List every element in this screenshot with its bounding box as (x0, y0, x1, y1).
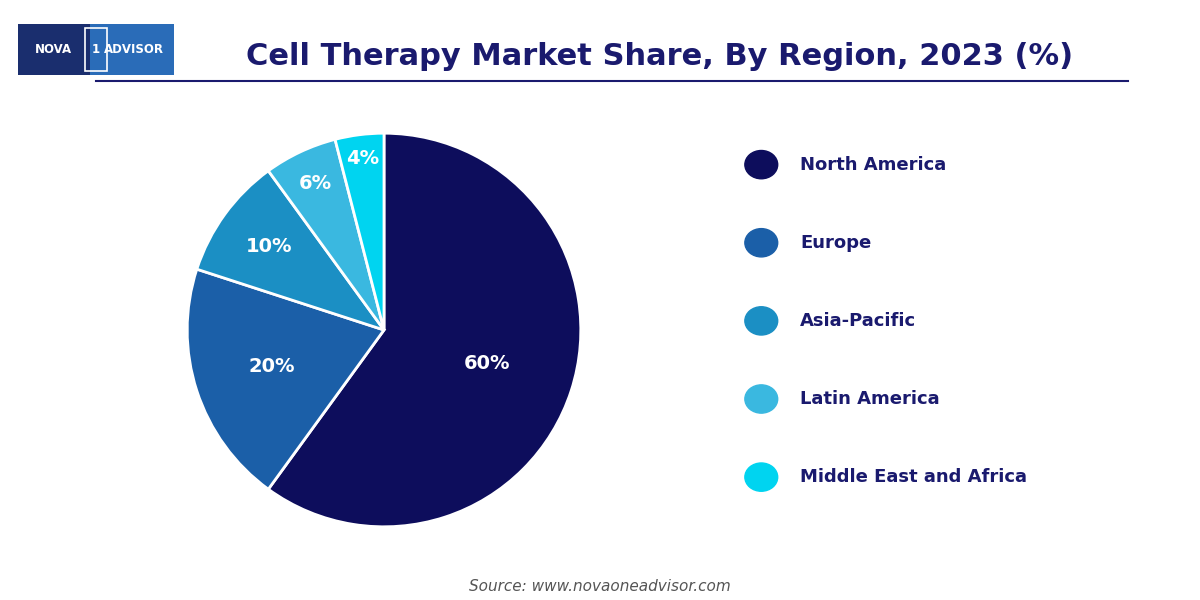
Circle shape (745, 151, 778, 179)
Text: 4%: 4% (346, 149, 379, 167)
Circle shape (745, 307, 778, 335)
Circle shape (745, 229, 778, 257)
Wedge shape (197, 171, 384, 330)
Text: 6%: 6% (299, 175, 332, 193)
Text: Cell Therapy Market Share, By Region, 2023 (%): Cell Therapy Market Share, By Region, 20… (246, 42, 1074, 71)
Text: Europe: Europe (800, 234, 871, 252)
Bar (90, 24, 174, 75)
Wedge shape (187, 269, 384, 489)
Text: North America: North America (800, 155, 947, 173)
Circle shape (745, 463, 778, 491)
Text: 10%: 10% (246, 237, 293, 256)
Text: Latin America: Latin America (800, 390, 940, 408)
Text: 60%: 60% (463, 354, 510, 373)
Bar (18, 24, 90, 75)
Text: Asia-Pacific: Asia-Pacific (800, 312, 917, 330)
Text: Source: www.novaoneadvisor.com: Source: www.novaoneadvisor.com (469, 579, 731, 594)
Text: Middle East and Africa: Middle East and Africa (800, 468, 1027, 486)
Wedge shape (269, 139, 384, 330)
Wedge shape (269, 133, 581, 527)
Text: 20%: 20% (248, 357, 295, 376)
Wedge shape (335, 133, 384, 330)
Text: 1: 1 (92, 43, 100, 56)
Circle shape (745, 385, 778, 413)
Text: ADVISOR: ADVISOR (104, 43, 164, 56)
Text: NOVA: NOVA (35, 43, 72, 56)
